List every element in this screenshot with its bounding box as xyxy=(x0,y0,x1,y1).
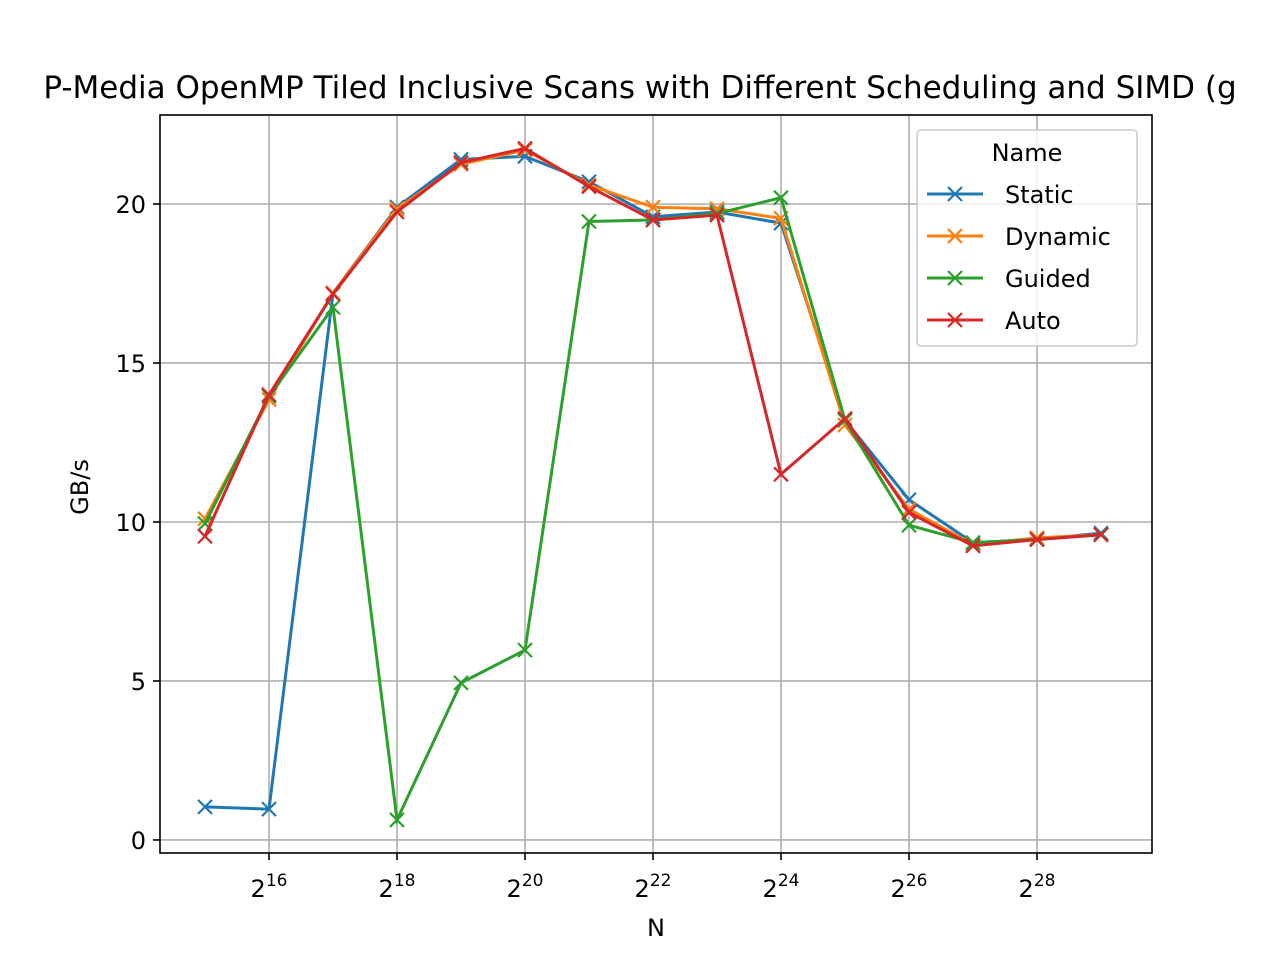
x-tick-label: 216 xyxy=(251,871,288,903)
marker xyxy=(453,154,469,171)
marker xyxy=(197,799,213,815)
marker xyxy=(389,201,405,217)
x-tick-label: 228 xyxy=(1019,871,1056,903)
legend-marker xyxy=(947,312,963,328)
marker xyxy=(901,504,917,521)
series xyxy=(197,140,1109,554)
plot-frame xyxy=(159,114,1153,854)
marker xyxy=(645,212,661,228)
y-axis-label: GB/s xyxy=(66,459,94,515)
marker xyxy=(261,801,277,817)
y-tick-label: 20 xyxy=(115,191,146,219)
marker xyxy=(389,204,405,220)
marker xyxy=(709,207,725,223)
legend-title: Name xyxy=(992,139,1063,167)
x-tick-label: 224 xyxy=(763,871,800,903)
legend-marker xyxy=(947,228,963,244)
marker xyxy=(581,178,597,195)
marker xyxy=(1093,526,1109,543)
y-tick-label: 15 xyxy=(115,350,146,378)
x-axis-label: N xyxy=(647,914,665,942)
marker xyxy=(901,517,917,533)
marker xyxy=(1029,530,1045,546)
marker xyxy=(453,675,469,691)
legend: Name Static Dynamic Guided Auto xyxy=(916,129,1138,347)
marker xyxy=(517,140,533,157)
marker xyxy=(965,534,981,551)
marker xyxy=(197,528,213,545)
y-tick-label: 10 xyxy=(115,509,146,537)
x-tick-label: 226 xyxy=(891,871,928,903)
y-tick-label: 5 xyxy=(131,668,146,696)
y-tick-label: 0 xyxy=(131,827,146,855)
legend-box xyxy=(916,129,1138,347)
legend-label: Dynamic xyxy=(1005,223,1111,251)
legend-label: Guided xyxy=(1005,265,1091,293)
legend-marker xyxy=(947,186,963,202)
marker xyxy=(1029,531,1045,548)
marker xyxy=(517,642,533,658)
x-tick-label: 220 xyxy=(507,871,544,903)
marker xyxy=(773,466,789,483)
marker xyxy=(1093,525,1109,541)
marker xyxy=(581,213,597,230)
chart-title: P-Media OpenMP Tiled Inclusive Scans wit… xyxy=(43,70,1236,106)
marker xyxy=(389,812,405,828)
legend-label: Static xyxy=(1005,181,1074,209)
marker xyxy=(709,205,725,222)
marker xyxy=(261,387,277,403)
legend-marker xyxy=(947,270,963,286)
legend-label: Auto xyxy=(1005,307,1061,335)
marker xyxy=(773,189,789,206)
marker xyxy=(965,538,981,554)
marker xyxy=(837,410,853,427)
x-tick-label: 218 xyxy=(379,871,416,903)
marker xyxy=(325,286,341,302)
x-tick-label: 222 xyxy=(635,871,672,903)
marker xyxy=(645,199,661,215)
